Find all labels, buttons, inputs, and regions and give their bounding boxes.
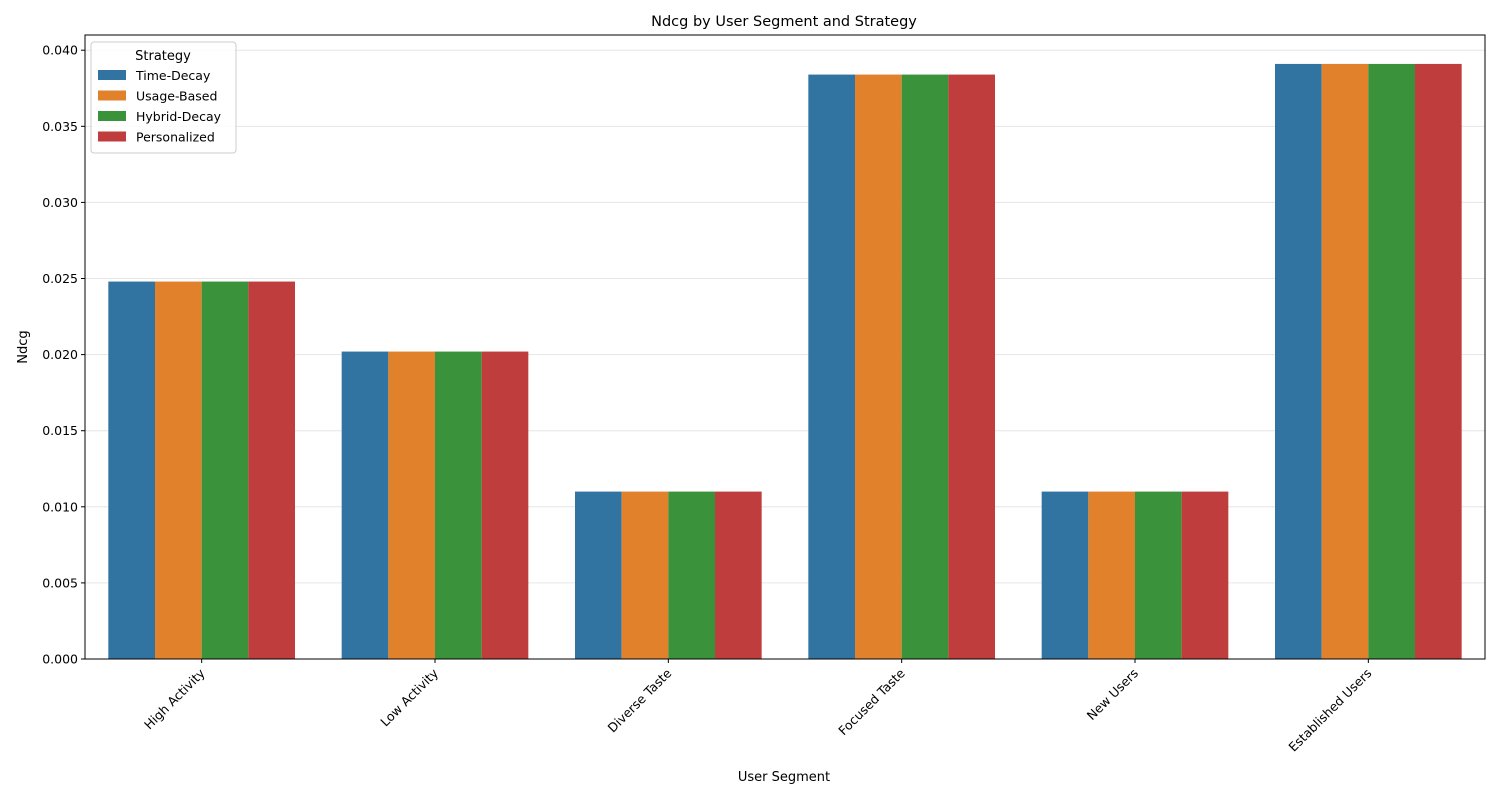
- x-tick-label: Diverse Taste: [605, 665, 675, 735]
- bar: [1135, 491, 1182, 659]
- bar: [1321, 63, 1369, 660]
- legend-label: Time-Decay: [135, 68, 211, 83]
- y-tick-label: 0.030: [42, 195, 78, 210]
- x-tick-label: Low Activity: [377, 665, 441, 729]
- x-tick-label: New Users: [1084, 666, 1141, 723]
- bar: [388, 351, 435, 659]
- bar: [808, 74, 855, 659]
- x-tick-label: Focused Taste: [835, 665, 908, 738]
- bar: [668, 491, 715, 659]
- bar: [621, 491, 669, 659]
- chart-title: Ndcg by User Segment and Strategy: [651, 14, 917, 30]
- y-tick-label: 0.025: [42, 271, 78, 286]
- legend-swatch: [98, 131, 126, 142]
- bar: [108, 281, 155, 659]
- bar: [1088, 491, 1135, 659]
- legend-swatch: [98, 90, 126, 101]
- x-axis: High Activity Low Activity Diverse Taste Fo…: [141, 659, 1374, 755]
- bar: [201, 281, 249, 659]
- legend-label: Personalized: [136, 130, 215, 145]
- y-tick-label: 0.020: [42, 347, 78, 362]
- bar: [948, 74, 995, 659]
- bar: [855, 74, 902, 659]
- y-tick-label: 0.010: [42, 499, 78, 514]
- y-axis: 0.000 0.005 0.010 0.015 0.020 0.025 0.030 0.035…: [42, 43, 85, 667]
- legend: Strategy Time-Decay Usage-Based Hybrid-Dec…: [90, 41, 237, 154]
- bar: [1041, 491, 1089, 659]
- bar: [155, 281, 202, 659]
- x-tick-label: High Activity: [141, 665, 208, 732]
- gridlines: [85, 49, 1485, 660]
- bar: [1415, 63, 1462, 660]
- bar: [1368, 63, 1415, 660]
- y-tick-label: 0.000: [42, 652, 78, 667]
- y-tick-label: 0.040: [42, 43, 78, 58]
- x-tick-label: Established Users: [1285, 666, 1374, 755]
- bar: [248, 281, 295, 659]
- y-tick-label: 0.015: [42, 423, 78, 438]
- y-tick-label: 0.035: [42, 119, 78, 134]
- bar: [901, 74, 949, 659]
- legend-label: Hybrid-Decay: [136, 109, 222, 124]
- legend-frame: [90, 41, 237, 154]
- bar: [1275, 63, 1322, 660]
- plot-frame: [84, 34, 1486, 660]
- x-axis-label: User Segment: [738, 770, 830, 785]
- legend-label: Usage-Based: [136, 89, 217, 104]
- bar: [435, 351, 482, 659]
- bar: [1181, 491, 1229, 659]
- legend-swatch: [98, 70, 126, 80]
- legend-title: Strategy: [135, 49, 191, 64]
- bar: [715, 491, 762, 659]
- y-tick-label: 0.005: [42, 575, 78, 590]
- legend-swatch: [98, 111, 126, 121]
- bars: [108, 63, 1462, 660]
- bar: [341, 351, 389, 659]
- bar: [575, 491, 622, 659]
- y-axis-label: Ndcg: [16, 330, 31, 363]
- bar: [481, 351, 529, 659]
